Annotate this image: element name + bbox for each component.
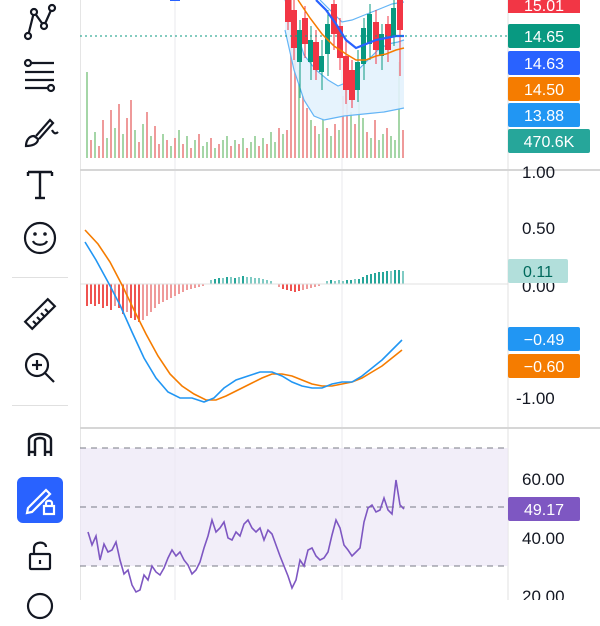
brush-icon[interactable] [10, 110, 70, 154]
rsi-panel[interactable] [80, 447, 508, 594]
chart-area[interactable]: 15.01 14.65 14.63 14.50 13.88 470.6K [80, 0, 600, 606]
zoom-in-icon[interactable] [10, 346, 70, 390]
price-tag-ma-blue: 14.63 [524, 56, 564, 73]
price-tag-ma-orange: 14.50 [524, 82, 564, 99]
rsi-line [87, 479, 405, 594]
volume-tag: 470.6K [524, 134, 575, 151]
price-panel[interactable] [80, 0, 508, 158]
ruler-icon[interactable] [10, 292, 70, 336]
rsi-axis-label-40: 40.00 [522, 529, 565, 548]
rsi-axis-label-20: 20.00 [522, 587, 565, 600]
macd-value-tag: −0.49 [524, 332, 565, 349]
macd-axis: 1.00 0.50 0.00 -1.00 [516, 163, 555, 408]
pattern-tool-icon[interactable] [10, 0, 70, 44]
macd-signal-tag: −0.60 [524, 359, 565, 376]
price-tag-last: 14.65 [524, 29, 564, 46]
macd-axis-label-neg1: -1.00 [516, 389, 555, 408]
macd-hist-tag: 0.11 [523, 264, 553, 281]
macd-histogram [86, 270, 404, 322]
rsi-axis: 60.00 40.00 20.00 [522, 470, 565, 606]
unlock-icon[interactable] [10, 533, 70, 577]
macd-tags: 0.11 −0.49 −0.60 [508, 259, 580, 378]
macd-line [84, 241, 403, 403]
eye-icon[interactable] [10, 582, 70, 626]
macd-signal-line [84, 229, 403, 401]
drawing-toolbar [0, 0, 81, 620]
text-tool-icon[interactable] [10, 162, 70, 206]
price-tag-high: 15.01 [524, 0, 564, 15]
ma-orange [297, 0, 405, 61]
emoji-icon[interactable] [10, 216, 70, 260]
ma-blue [315, 0, 404, 50]
rsi-axis-label-60: 60.00 [522, 470, 565, 489]
macd-panel[interactable] [80, 229, 508, 403]
bollinger-band [285, 0, 404, 120]
rsi-tags: 49.17 [508, 497, 580, 521]
rsi-value-tag: 49.17 [524, 502, 564, 519]
macd-axis-label-1: 1.00 [522, 163, 555, 182]
macd-axis-label-050: 0.50 [522, 219, 555, 238]
fib-retracement-icon[interactable] [10, 52, 70, 96]
magnet-icon[interactable] [10, 420, 70, 464]
lock-drawing-icon[interactable] [17, 477, 63, 523]
price-tags: 15.01 14.65 14.63 14.50 13.88 470.6K [508, 0, 590, 153]
price-tag-band-lower: 13.88 [524, 108, 564, 125]
volume-bars [86, 0, 404, 158]
